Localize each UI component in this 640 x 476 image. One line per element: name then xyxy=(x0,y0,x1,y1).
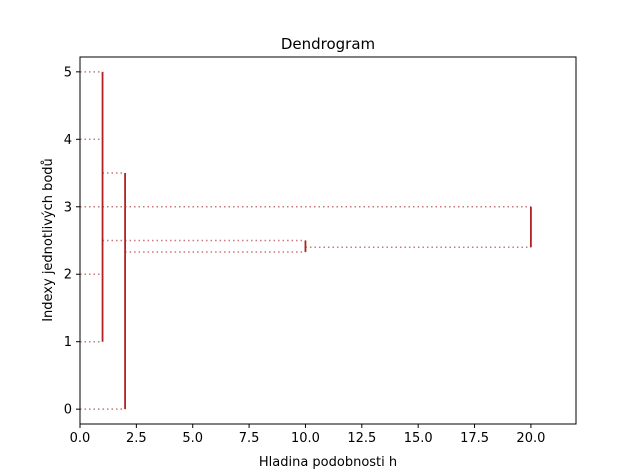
y-axis: 0 1 2 3 4 5 xyxy=(64,65,80,418)
merge-lines xyxy=(101,71,532,410)
x-tick-label: 12.5 xyxy=(347,431,376,446)
x-axis: 0.0 2.5 5.0 7.5 10.0 12.5 15.0 17.5 20.0 xyxy=(70,424,545,446)
y-tick-label: 5 xyxy=(64,65,72,80)
chart-title: Dendrogram xyxy=(281,35,375,53)
y-tick-label: 0 xyxy=(64,403,72,418)
y-tick-label: 2 xyxy=(64,268,72,283)
x-tick-label: 0.0 xyxy=(70,431,91,446)
x-tick-label: 5.0 xyxy=(182,431,203,446)
x-tick-label: 2.5 xyxy=(126,431,147,446)
x-tick-label: 10.0 xyxy=(291,431,320,446)
x-axis-label: Hladina podobnosti h xyxy=(259,455,397,470)
y-axis-label: Indexy jednotlivých bodů xyxy=(41,158,56,322)
y-tick-label: 3 xyxy=(64,200,72,215)
y-tick-label: 4 xyxy=(64,133,72,148)
plot-frame xyxy=(79,56,577,425)
x-tick-label: 7.5 xyxy=(239,431,260,446)
x-tick-label: 15.0 xyxy=(404,431,433,446)
connector-lines xyxy=(80,71,531,410)
x-tick-label: 20.0 xyxy=(516,431,545,446)
y-tick-label: 1 xyxy=(64,335,72,350)
x-tick-label: 17.5 xyxy=(460,431,489,446)
